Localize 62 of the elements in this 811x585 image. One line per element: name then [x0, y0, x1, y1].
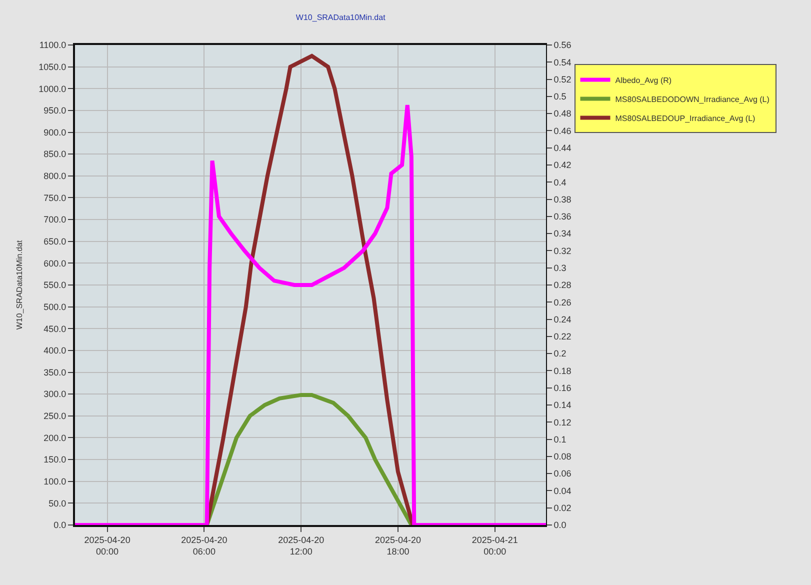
- y-tick-label: 550.0: [44, 280, 66, 290]
- x-tick-label: 2025-04-20 12:00: [278, 534, 324, 556]
- y-tick-label: 400.0: [44, 346, 66, 356]
- y2-tick-label: 0.4: [554, 177, 566, 188]
- y2-tick-label: 0.44: [554, 143, 572, 154]
- y2-tick-label: 0.42: [554, 160, 572, 170]
- y-tick-label: 100.0: [44, 476, 66, 487]
- y2-tick-label: 0.54: [554, 57, 572, 68]
- y2-tick-label: 0.3: [554, 263, 566, 274]
- y2-tick-label: 0.32: [554, 246, 572, 256]
- y2-tick-label: 0.5: [554, 92, 566, 102]
- legend-label: MS80SALBEDOUP_Irradiance_Avg (L): [615, 114, 756, 123]
- y2-tick-label: 0.46: [554, 126, 572, 136]
- y2-tick-label: 0.56: [554, 40, 572, 50]
- y2-tick-label: 0.1: [554, 434, 566, 444]
- y-tick-label: 450.0: [44, 324, 66, 334]
- y-tick-label: 200.0: [44, 432, 66, 443]
- y2-tick-label: 0.18: [554, 366, 572, 376]
- y-axis-title: W10_SRAData10Min.dat: [14, 240, 24, 330]
- y-tick-label: 500.0: [44, 302, 66, 312]
- y-tick-label: 250.0: [44, 411, 66, 422]
- y-tick-label: 950.0: [44, 106, 66, 116]
- y-tick-label: 700.0: [44, 214, 66, 225]
- y-tick-label: 850.0: [44, 149, 66, 160]
- y2-tick-label: 0.2: [554, 348, 566, 359]
- y2-tick-label: 0.12: [554, 417, 572, 428]
- y2-tick-label: 0.02: [554, 503, 572, 514]
- y2-tick-label: 0.04: [554, 486, 572, 496]
- y-tick-label: 150.0: [44, 454, 66, 465]
- y-tick-label: 1050.0: [38, 62, 66, 72]
- y2-tick-label: 0.34: [554, 228, 572, 239]
- y2-tick-label: 0.36: [554, 212, 572, 222]
- x-tick-label: 2025-04-20 18:00: [374, 534, 421, 556]
- y-tick-label: 1100.0: [39, 40, 66, 50]
- y2-tick-label: 0.06: [554, 468, 572, 479]
- y2-tick-label: 0.52: [554, 74, 572, 84]
- x-tick-label: 2025-04-20 06:00: [181, 534, 228, 556]
- y2-tick-label: 0.38: [554, 194, 572, 204]
- y2-tick-label: 0.22: [554, 332, 572, 342]
- y-tick-label: 350.0: [44, 367, 66, 378]
- y-tick-label: 0.0: [54, 520, 66, 530]
- y2-tick-label: 0.28: [554, 280, 572, 290]
- y-tick-label: 900.0: [44, 127, 66, 138]
- y-tick-label: 50.0: [48, 498, 66, 508]
- y2-tick-label: 0.24: [554, 314, 572, 324]
- y2-tick-label: 0.14: [554, 400, 572, 410]
- y-tick-label: 300.0: [44, 389, 66, 400]
- y-tick-label: 1000.0: [38, 84, 66, 94]
- y2-tick-label: 0.48: [554, 108, 572, 119]
- y-tick-label: 800.0: [44, 171, 66, 182]
- y2-tick-label: 0.0: [554, 520, 566, 530]
- legend-label: Albedo_Avg (R): [615, 76, 672, 85]
- x-tick-label: 2025-04-20 00:00: [84, 534, 130, 556]
- y-tick-label: 750.0: [44, 192, 66, 203]
- y2-tick-label: 0.16: [554, 383, 572, 394]
- x-tick-label: 2025-04-21 00:00: [472, 534, 518, 556]
- chart-title: W10_SRAData10Min.dat: [296, 13, 386, 22]
- y2-tick-label: 0.08: [554, 452, 572, 462]
- legend-label: MS80SALBEDODOWN_Irradiance_Avg (L): [615, 94, 770, 104]
- y2-tick-label: 0.26: [554, 297, 572, 308]
- y-tick-label: 650.0: [44, 236, 66, 247]
- y-tick-label: 600.0: [44, 258, 66, 268]
